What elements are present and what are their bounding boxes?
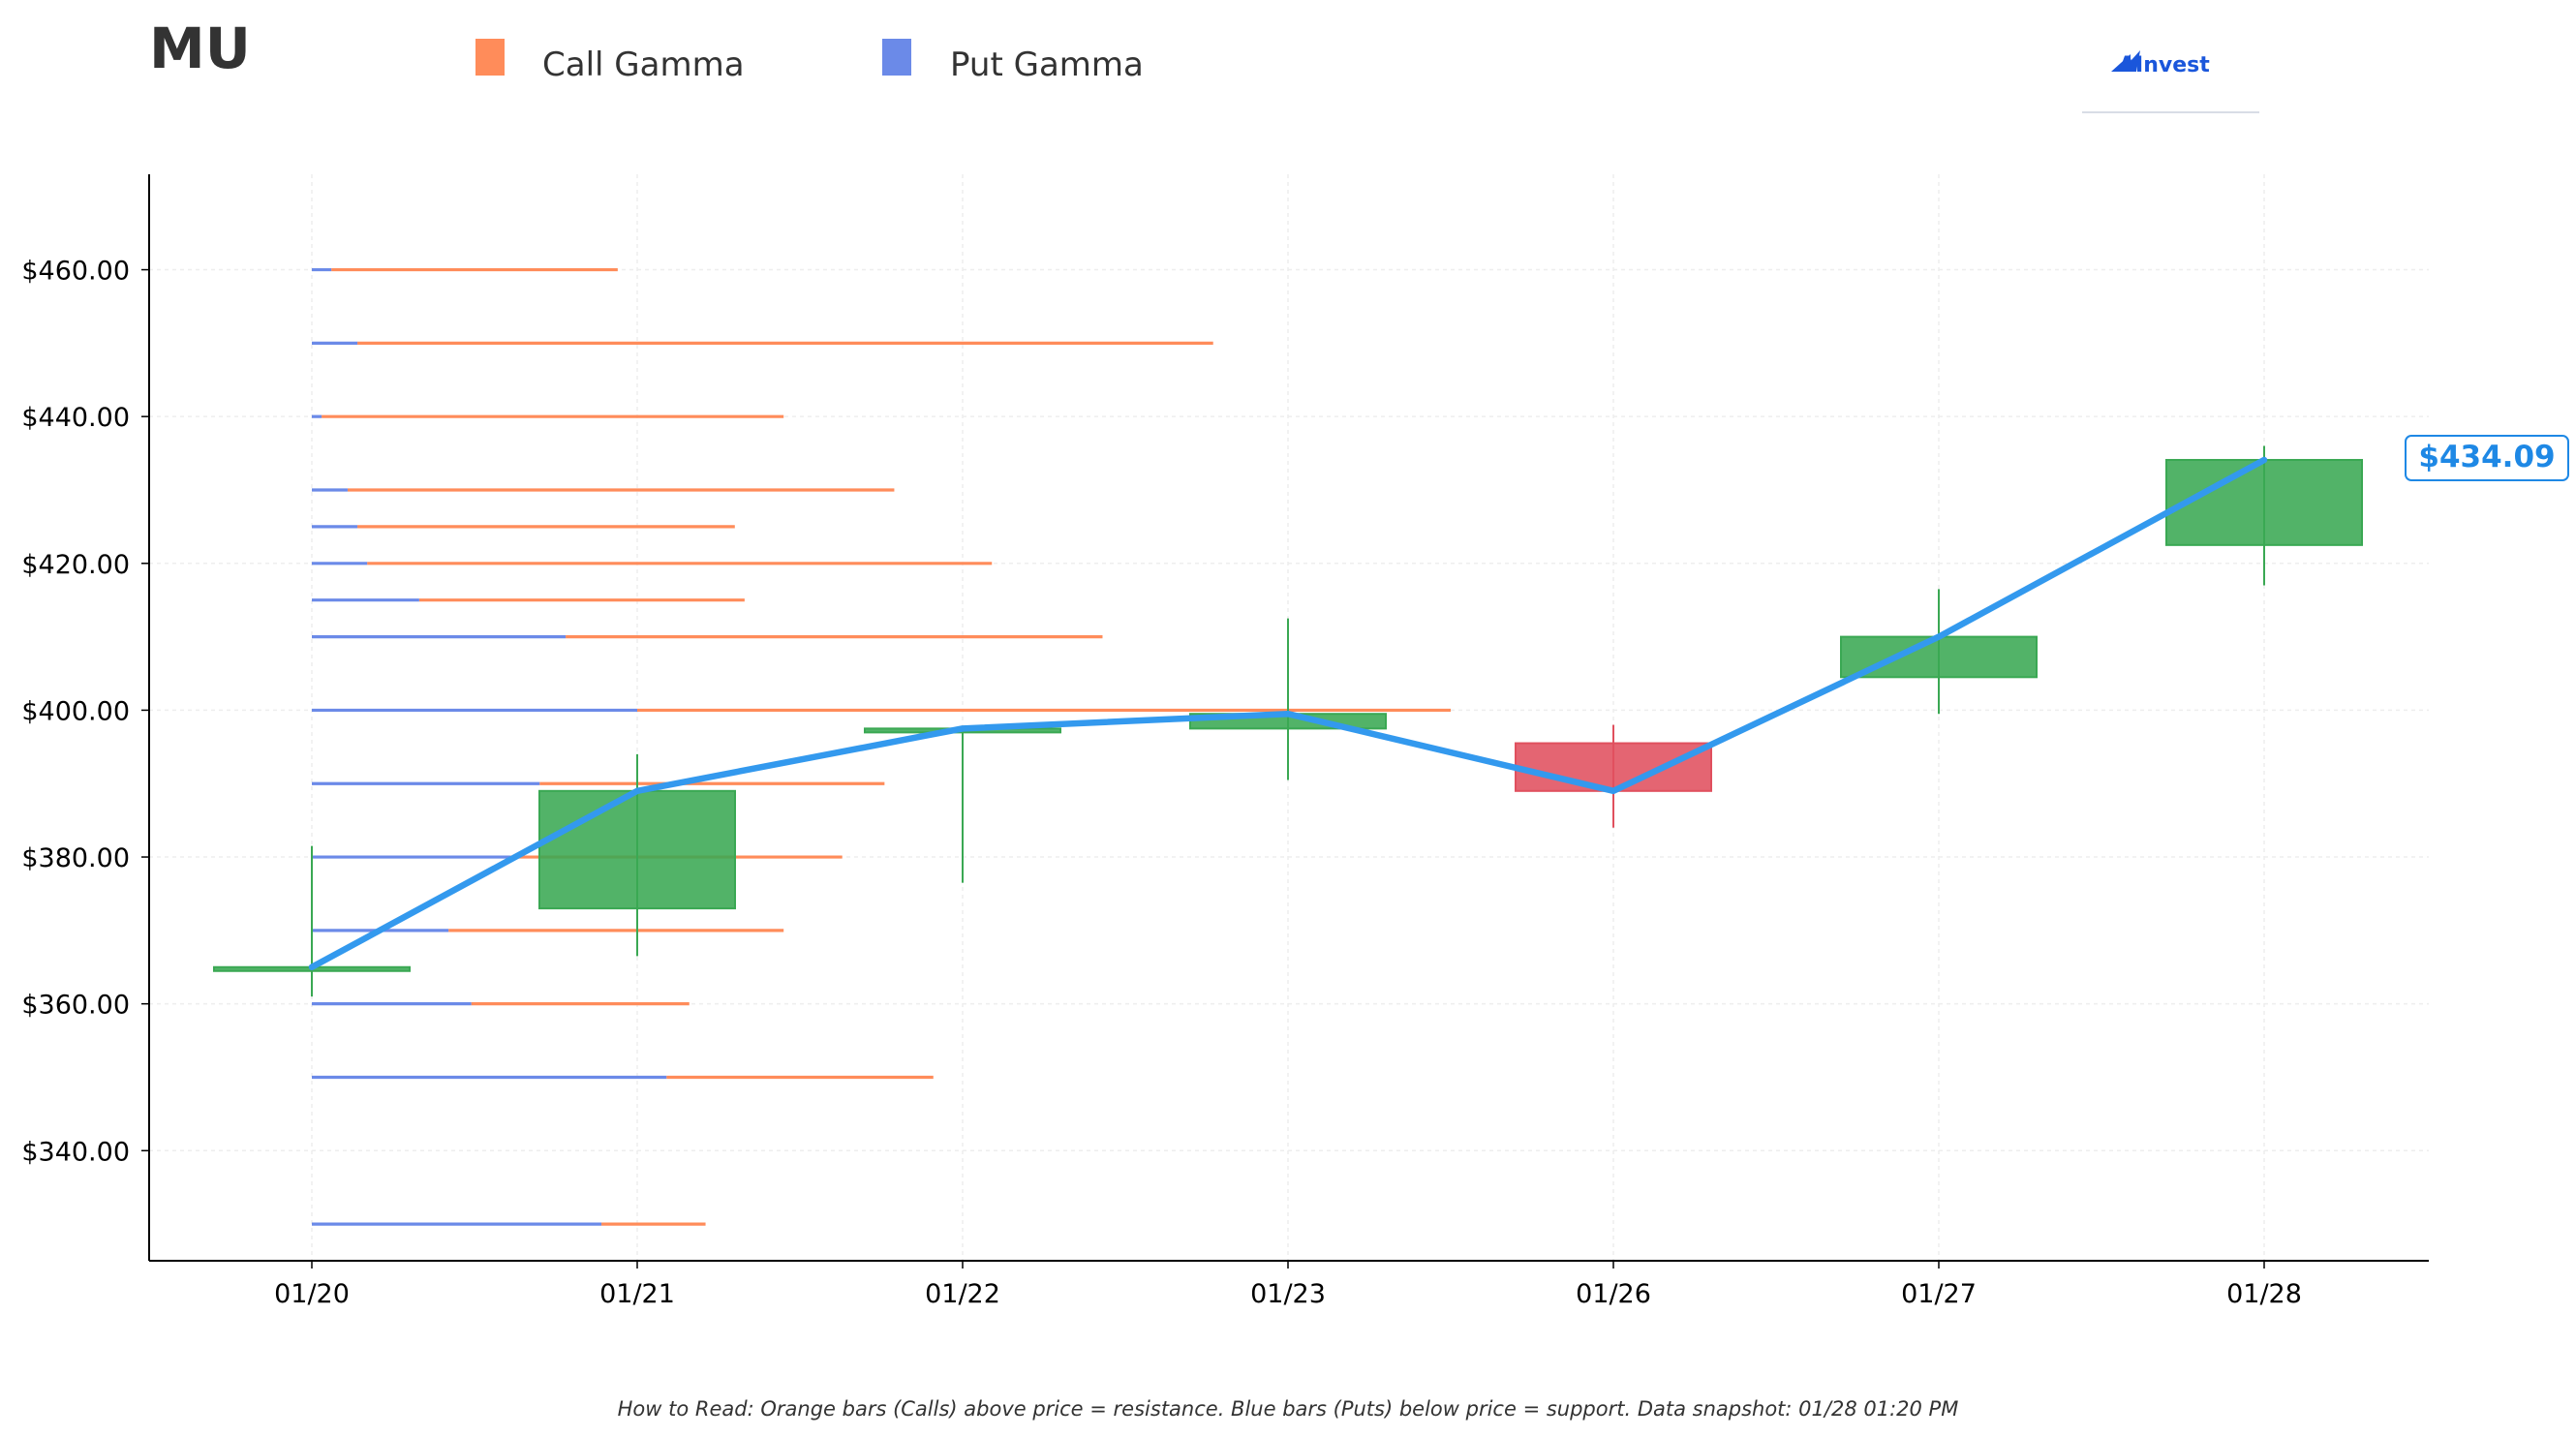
y-tick-label: $360.00 bbox=[21, 991, 130, 1021]
candle-body bbox=[538, 789, 736, 910]
brand-name: AInvest bbox=[2119, 53, 2210, 77]
put-legend-label: Put Gamma bbox=[950, 46, 1144, 84]
last-price-label: $434.09 bbox=[2418, 440, 2555, 474]
candle-body bbox=[1515, 742, 1712, 792]
x-tick-label: 01/28 bbox=[2226, 1279, 2302, 1309]
y-tick-label: $400.00 bbox=[21, 696, 130, 726]
close-price-line-layer bbox=[308, 456, 2268, 971]
y-tick-label: $420.00 bbox=[21, 550, 130, 580]
x-tick-label: 01/22 bbox=[925, 1279, 1000, 1309]
candlesticks bbox=[213, 445, 2363, 997]
y-tick-label: $380.00 bbox=[21, 843, 130, 873]
legend: Call Gamma Put Gamma bbox=[475, 39, 1144, 84]
put-legend-swatch bbox=[882, 39, 911, 76]
chart-title: MU bbox=[149, 15, 251, 81]
x-tick-label: 01/20 bbox=[274, 1279, 350, 1309]
y-tick-label: $340.00 bbox=[21, 1137, 130, 1167]
x-tick-label: 01/23 bbox=[1250, 1279, 1326, 1309]
call-legend-swatch bbox=[475, 39, 505, 76]
call-legend-label: Call Gamma bbox=[542, 46, 745, 84]
x-tick-label: 01/27 bbox=[1901, 1279, 1977, 1309]
last-price-badge: $434.09 bbox=[2405, 435, 2569, 481]
ainvest-logo-icon bbox=[2111, 50, 2140, 72]
x-tick-label: 01/21 bbox=[599, 1279, 675, 1309]
candle-body bbox=[2165, 458, 2363, 546]
brand-logo: AInvest bbox=[2082, 50, 2259, 113]
close-price-line bbox=[308, 456, 2268, 971]
axes: $340.00 $360.00 $380.00 $400.00 $420.00 $440.… bbox=[21, 174, 2429, 1309]
footnote: How to Read: Orange bars (Calls) above p… bbox=[618, 1397, 1959, 1421]
y-tick-label: $440.00 bbox=[21, 403, 130, 433]
y-tick-label: $460.00 bbox=[21, 257, 130, 287]
x-tick-label: 01/26 bbox=[1576, 1279, 1651, 1309]
grid-layer bbox=[149, 174, 2429, 1261]
last-price-box bbox=[2405, 435, 2569, 481]
